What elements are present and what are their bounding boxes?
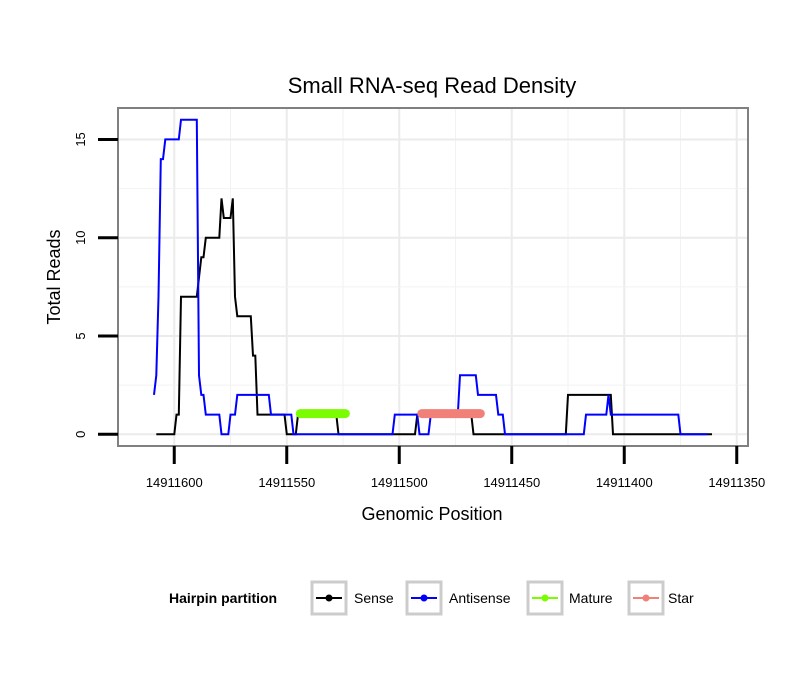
x-tick-label: 14911600 [146, 475, 203, 490]
y-axis: 0 5 10 15 [73, 132, 118, 438]
legend-item-mature: Mature [526, 580, 613, 616]
legend-key-point [541, 594, 549, 602]
legend-label: Mature [569, 590, 613, 606]
x-tick-label: 14911550 [258, 475, 315, 490]
legend-item-antisense: Antisense [405, 580, 511, 616]
x-tick-label: 14911350 [708, 475, 765, 490]
y-tick-label: 0 [73, 431, 88, 438]
series-layer [153, 118, 712, 436]
legend: Hairpin partition Sense Antisense Mature St… [169, 580, 694, 616]
x-axis-title: Genomic Position [361, 504, 502, 524]
legend-label: Sense [354, 590, 394, 606]
legend-key-point [420, 594, 428, 602]
y-axis-title: Total Reads [44, 229, 64, 324]
x-tick-label: 14911450 [483, 475, 540, 490]
legend-title: Hairpin partition [169, 590, 277, 606]
legend-key-point [325, 594, 333, 602]
x-tick-label: 14911400 [596, 475, 653, 490]
legend-item-star: Star [627, 580, 694, 616]
series-sense-line [156, 198, 712, 436]
y-tick-label: 10 [73, 230, 88, 244]
x-axis: 14911600 14911550 14911500 14911450 14911400… [146, 446, 765, 490]
legend-item-sense: Sense [310, 580, 394, 616]
y-tick-label: 15 [73, 132, 88, 146]
legend-label: Antisense [449, 590, 511, 606]
y-tick-label: 5 [73, 332, 88, 339]
legend-label: Star [668, 590, 694, 606]
series-antisense-line [153, 118, 708, 436]
legend-key-point [642, 594, 650, 602]
plot-panel [117, 107, 749, 447]
chart-title: Small RNA-seq Read Density [288, 73, 577, 98]
x-tick-label: 14911500 [371, 475, 428, 490]
